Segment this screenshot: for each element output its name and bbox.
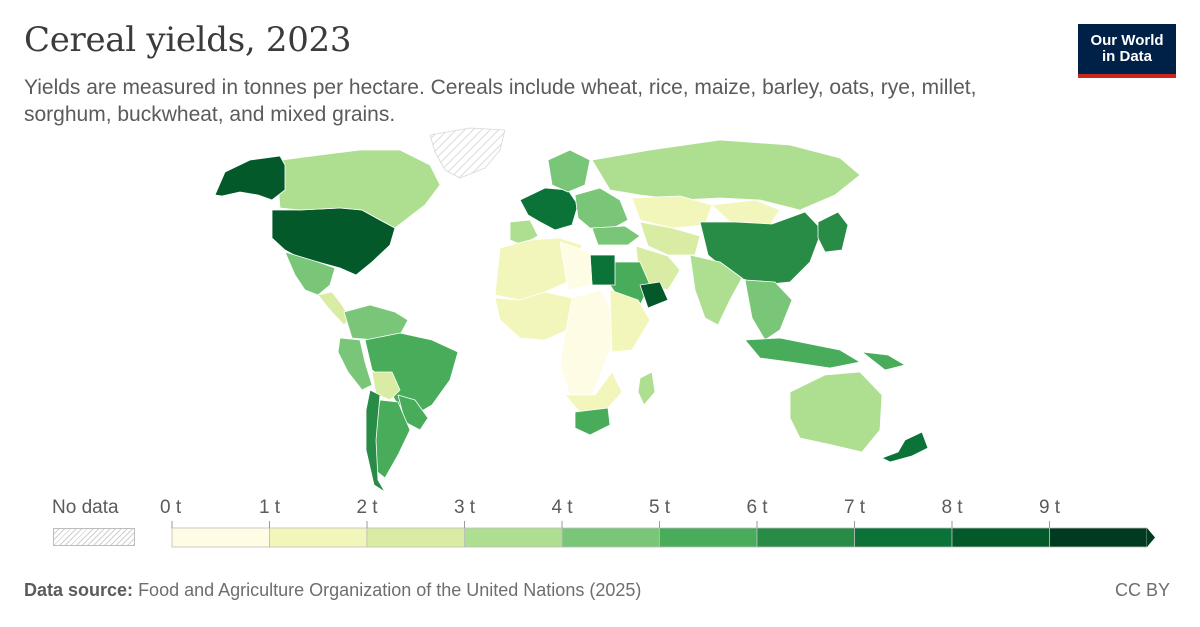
region-east-africa[interactable] — [609, 289, 651, 353]
region-peru[interactable] — [337, 337, 373, 391]
legend-tick-label: 7 t — [843, 497, 866, 518]
legend-bin-8 — [951, 527, 1050, 548]
region-russia[interactable] — [591, 139, 861, 211]
legend-bin-2 — [366, 527, 465, 548]
region-south-africa[interactable] — [574, 407, 611, 436]
region-papua-new-guinea[interactable] — [861, 351, 906, 371]
legend-bin-7 — [854, 527, 953, 548]
legend-tick-label: 1 t — [258, 497, 281, 518]
region-scandinavia[interactable] — [547, 149, 591, 193]
region-southeast-asia[interactable] — [744, 279, 793, 341]
legend-tick-label: 3 t — [453, 497, 476, 518]
chart-title: Cereal yields, 2023 — [24, 20, 352, 60]
chart-subtitle: Yields are measured in tonnes per hectar… — [24, 76, 977, 126]
owid-logo[interactable]: Our World in Data — [1078, 24, 1176, 78]
legend-bin-4 — [561, 527, 660, 548]
region-central-america[interactable] — [317, 291, 351, 326]
region-madagascar[interactable] — [637, 371, 656, 406]
license-label[interactable]: CC BY — [1114, 580, 1170, 600]
owid-logo-text: Our World in Data — [1090, 32, 1164, 65]
legend-tick-label: 5 t — [648, 497, 671, 518]
region-egypt[interactable] — [589, 254, 616, 286]
legend-tick-label: 8 t — [941, 497, 963, 518]
region-turkey[interactable] — [591, 225, 641, 246]
region-bolivia[interactable] — [371, 371, 401, 401]
legend-bin-9 — [1049, 527, 1148, 548]
legend-bin-0 — [171, 527, 270, 548]
data-source-label: Data source: — [24, 580, 134, 600]
region-greenland[interactable] — [429, 127, 506, 179]
region-japan-and-korea[interactable] — [817, 211, 849, 253]
region-alaska[interactable] — [214, 155, 286, 201]
region-canada[interactable] — [277, 149, 441, 229]
region-indonesia[interactable] — [744, 337, 861, 369]
region-west-africa[interactable] — [494, 291, 573, 341]
region-western-europe[interactable] — [519, 187, 579, 231]
legend-tick-label: 4 t — [551, 497, 573, 518]
region-colombia-and-venezuela[interactable] — [343, 304, 409, 341]
region-oman[interactable] — [639, 281, 669, 309]
legend-no-data-label: No data — [52, 497, 119, 518]
legend-no-data-swatch — [53, 528, 135, 546]
region-chile[interactable] — [365, 389, 386, 493]
region-libya[interactable] — [559, 241, 593, 291]
data-source-text[interactable]: Food and Agriculture Organization of the… — [138, 580, 642, 600]
legend-tick-label: 9 t — [1038, 497, 1061, 518]
region-central-asia[interactable] — [639, 221, 701, 256]
legend-tick-label: 2 t — [356, 497, 378, 518]
legend-bin-6 — [756, 527, 855, 548]
region-australia[interactable] — [789, 371, 883, 453]
region-eastern-europe[interactable] — [574, 187, 629, 231]
legend-overflow-arrow — [1147, 528, 1155, 547]
region-mongolia[interactable] — [711, 199, 781, 226]
legend-tick-label: 0 t — [160, 497, 182, 518]
data-source: Data source: Food and Agriculture Organi… — [24, 580, 641, 601]
legend-bin-3 — [464, 527, 563, 548]
region-mexico[interactable] — [284, 251, 336, 296]
region-india[interactable] — [689, 254, 743, 326]
legend-bin-1 — [269, 527, 368, 548]
legend-bin-5 — [659, 527, 758, 548]
region-new-zealand[interactable] — [881, 431, 929, 463]
legend-tick-label: 6 t — [746, 497, 768, 518]
